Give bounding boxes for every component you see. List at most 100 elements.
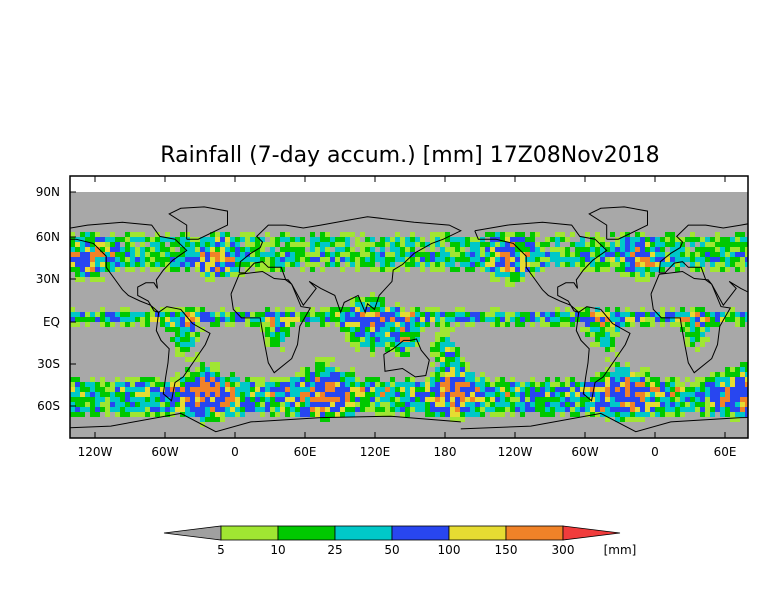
rain-cell [350,297,355,302]
rain-cell [590,387,595,392]
rain-cell [460,367,465,372]
rain-cell [395,307,400,312]
rain-cell [115,242,120,247]
rain-cell [130,402,135,407]
rain-cell [100,377,105,382]
rain-cell [240,237,245,242]
rain-cell [450,412,455,417]
rain-cell [75,267,80,272]
rain-cell [365,317,370,322]
rain-cell [165,307,170,312]
rain-cell [585,317,590,322]
rain-cell [700,237,705,242]
rain-cell [690,232,695,237]
rain-cell [345,307,350,312]
rain-cell [560,237,565,242]
rain-cell [490,412,495,417]
rain-cell [655,247,660,252]
rain-cell [450,407,455,412]
rain-cell [250,402,255,407]
rain-cell [430,242,435,247]
rain-cell [230,387,235,392]
rain-cell [320,377,325,382]
rain-cell [590,402,595,407]
rain-cell [275,402,280,407]
rain-cell [525,257,530,262]
rain-cell [360,402,365,407]
rain-cell [390,312,395,317]
rain-cell [615,317,620,322]
rain-cell [605,242,610,247]
rain-cell [115,267,120,272]
rain-cell [700,252,705,257]
rain-cell [185,247,190,252]
rain-cell [600,337,605,342]
rain-cell [640,402,645,407]
rain-cell [165,312,170,317]
rain-cell [470,407,475,412]
rain-cell [595,242,600,247]
rain-cell [325,397,330,402]
rain-cell [315,412,320,417]
rain-cell [495,257,500,262]
rain-cell [70,317,75,322]
rain-cell [260,412,265,417]
rain-cell [635,237,640,242]
rain-cell [730,417,735,422]
rain-cell [380,387,385,392]
rain-cell [735,237,740,242]
rain-cell [525,317,530,322]
rain-cell [690,317,695,322]
rain-cell [195,392,200,397]
rain-cell [645,312,650,317]
rain-cell [405,267,410,272]
rain-cell [285,312,290,317]
rain-cell [565,237,570,242]
rain-cell [545,242,550,247]
rain-cell [350,327,355,332]
rain-cell [720,392,725,397]
rain-cell [190,412,195,417]
rain-cell [210,407,215,412]
rain-cell [635,257,640,262]
rain-cell [420,247,425,252]
rain-cell [445,402,450,407]
rain-cell [705,317,710,322]
rain-cell [340,407,345,412]
rain-cell [455,412,460,417]
rain-cell [385,412,390,417]
rain-cell [435,237,440,242]
rain-cell [250,392,255,397]
rain-cell [430,397,435,402]
rain-cell [710,402,715,407]
rain-cell [560,232,565,237]
rain-cell [175,377,180,382]
colorbar-unit: [mm] [604,543,637,557]
rain-cell [630,372,635,377]
rain-cell [155,312,160,317]
rain-cell [155,262,160,267]
rain-cell [555,237,560,242]
rain-cell [225,317,230,322]
rain-cell [200,372,205,377]
rain-cell [90,402,95,407]
rain-cell [740,262,745,267]
rain-cell [305,257,310,262]
rain-cell [165,327,170,332]
rain-cell [125,242,130,247]
rain-cell [315,317,320,322]
rain-cell [400,407,405,412]
rain-cell [465,257,470,262]
rain-cell [655,257,660,262]
rain-cell [695,387,700,392]
rain-cell [470,312,475,317]
rain-cell [70,387,75,392]
rain-cell [190,312,195,317]
rain-cell [255,382,260,387]
rain-cell [235,242,240,247]
rain-cell [300,402,305,407]
rain-cell [330,367,335,372]
rain-cell [270,392,275,397]
rain-cell [165,322,170,327]
rain-cell [735,377,740,382]
